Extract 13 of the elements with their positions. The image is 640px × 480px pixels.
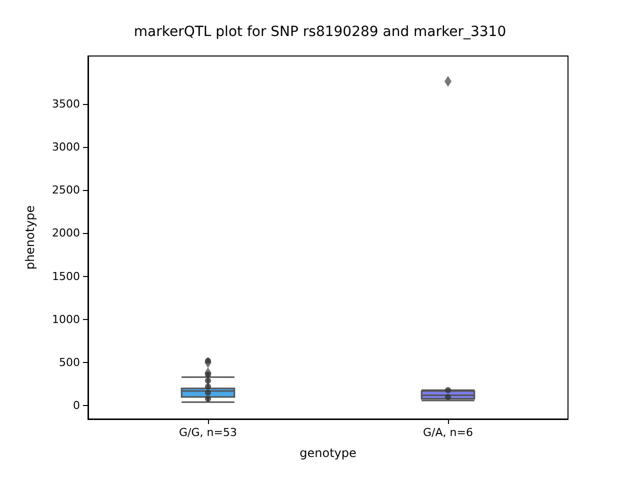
- y-tick-label: 2500: [52, 184, 80, 197]
- y-tick-label: 1000: [52, 312, 80, 326]
- x-tick-label: G/A, n=6: [423, 426, 473, 439]
- x-axis-title: genotype: [300, 446, 356, 460]
- y-tick-label: 2000: [52, 226, 80, 240]
- y-axis-title: phenotype: [23, 205, 37, 270]
- x-tick-label: G/G, n=53: [179, 426, 237, 439]
- y-tick-label: 0: [73, 399, 80, 412]
- y-tick-label: 3000: [52, 140, 80, 154]
- y-tick-label: 500: [59, 356, 80, 370]
- y-tick-label: 1500: [52, 270, 80, 283]
- y-tick-label: 3500: [52, 97, 80, 110]
- chart-title: markerQTL plot for SNP rs8190289 and marker_3310: [134, 24, 506, 40]
